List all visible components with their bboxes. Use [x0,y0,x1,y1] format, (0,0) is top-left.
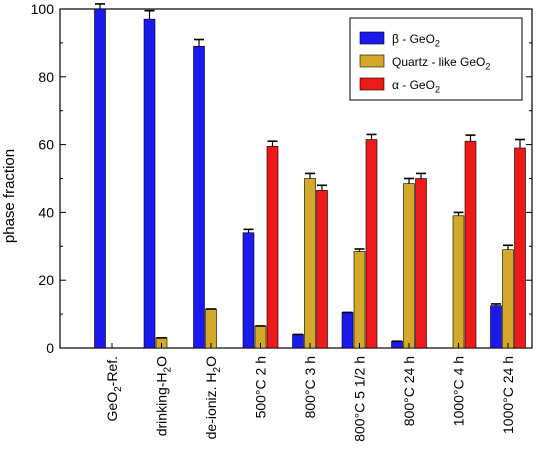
y-tick-label: 100 [31,1,55,17]
y-tick-label: 80 [38,69,54,85]
bar [143,18,156,349]
legend-swatch [359,77,385,91]
legend-label: β - GeO2 [392,32,440,49]
y-tick-label: 40 [38,204,54,220]
x-tick-label: drinking-H2O [154,356,174,436]
y-axis: 0 20 40 60 80 100 [31,1,532,356]
bar [514,147,526,349]
bar [341,312,354,349]
bar [403,183,415,349]
x-axis: GeO2-Ref. drinking-H2O de-ioniz. H2O 500°C … [104,343,516,442]
bar [94,8,106,349]
x-tick-label: 800°C 3 h [302,356,318,418]
bar [242,232,255,349]
bar [266,145,279,349]
bar [316,190,328,349]
y-tick-label: 0 [46,340,54,356]
legend-swatch [359,54,385,68]
legend-label: α - GeO2 [392,78,440,95]
bar [292,334,304,349]
bar [391,340,403,349]
x-tick-label: 800°C 5 1/2 h [352,356,368,442]
x-tick-label: 800°C 24 h [401,356,417,426]
legend-label: Quartz - like GeO2 [392,55,490,72]
x-tick-label: de-ioniz. H2O [203,356,223,439]
x-tick-label: 1000°C 24 h [500,356,516,434]
bar [304,178,316,349]
bar [193,45,205,349]
x-tick-label: 1000°C 4 h [451,356,467,426]
bar [464,140,477,349]
bar [502,249,514,349]
y-axis-label: phase fraction [1,149,18,243]
y-tick-label: 20 [38,272,54,288]
legend-swatch [359,31,385,45]
bar [452,215,465,349]
bar [365,139,378,349]
y-tick-label: 60 [38,137,54,153]
bar [415,178,427,349]
legend: β - GeO2 Quartz - like GeO2 α - GeO2 [349,17,523,101]
bars-layer [94,3,526,349]
x-tick-label: 500°C 2 h [253,356,269,418]
x-tick-label: GeO2-Ref. [104,356,124,421]
bar [353,251,366,349]
bar [490,305,502,349]
bar [205,308,217,349]
